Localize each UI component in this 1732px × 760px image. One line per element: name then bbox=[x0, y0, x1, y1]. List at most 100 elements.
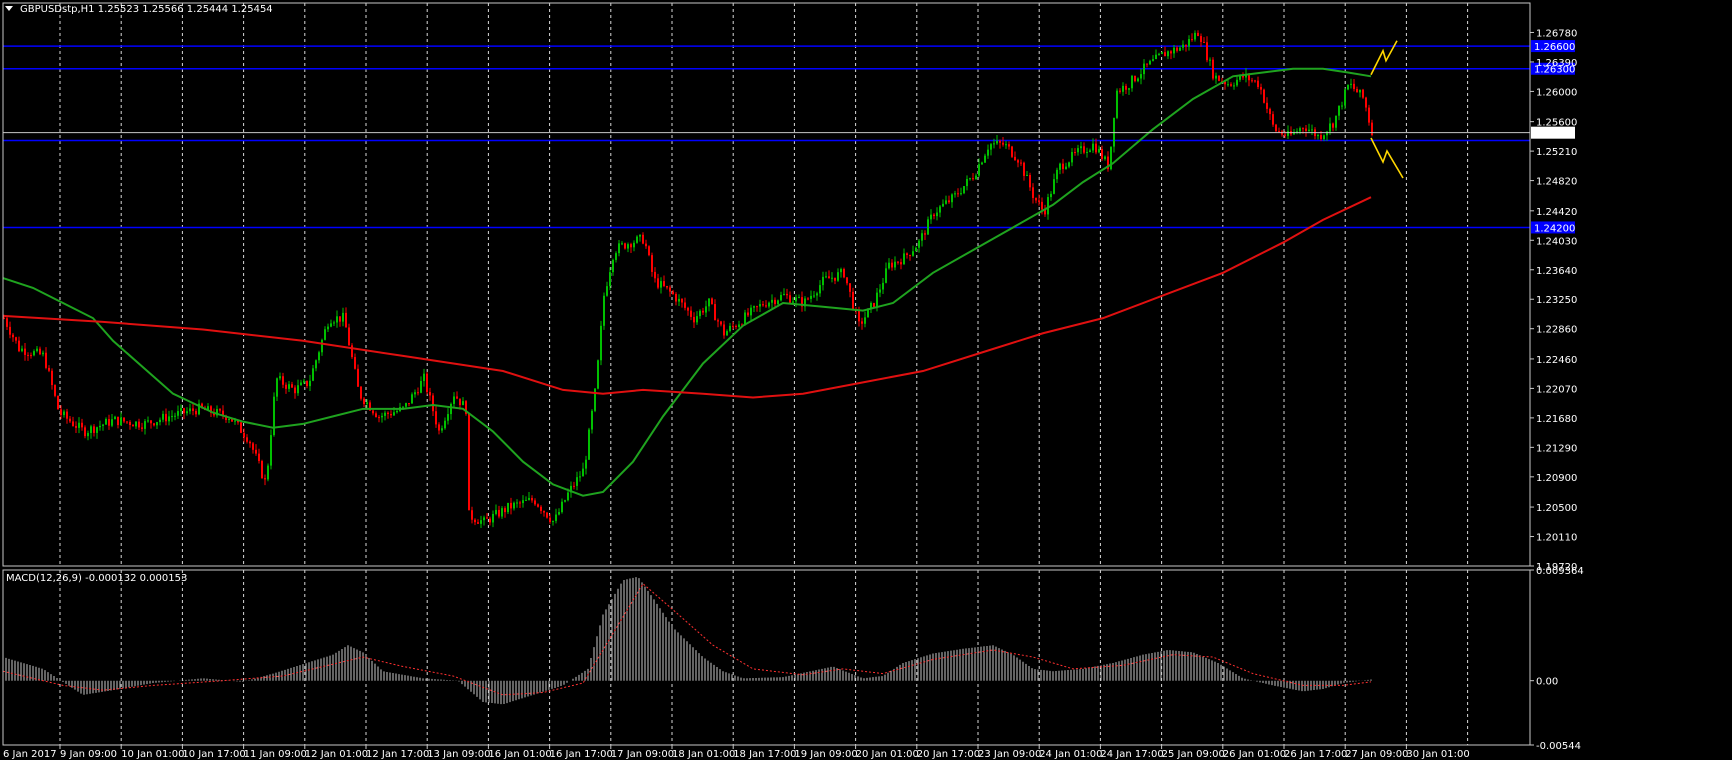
candle-body bbox=[1122, 85, 1124, 92]
candle-body bbox=[108, 418, 110, 426]
candle-body bbox=[498, 509, 500, 517]
candle-body bbox=[612, 259, 614, 273]
candle-body bbox=[1344, 89, 1346, 106]
candle-body bbox=[297, 385, 299, 394]
candle-body bbox=[927, 219, 929, 235]
candle-body bbox=[522, 500, 524, 504]
candle-body bbox=[363, 398, 365, 405]
candle-body bbox=[813, 295, 815, 297]
candle-body bbox=[360, 386, 362, 399]
candle-body bbox=[1362, 89, 1364, 98]
candle-body bbox=[1038, 200, 1040, 202]
macd-panel bbox=[2, 577, 1372, 705]
candle-body bbox=[810, 295, 812, 299]
candle-body bbox=[1329, 123, 1331, 132]
candle-body bbox=[651, 255, 653, 272]
candle-body bbox=[888, 262, 890, 269]
candle-body bbox=[252, 443, 254, 450]
candle-body bbox=[723, 324, 725, 336]
candle-body bbox=[588, 429, 590, 460]
candle-body bbox=[78, 422, 80, 428]
candle-body bbox=[870, 302, 872, 309]
candle-body bbox=[60, 409, 62, 416]
chart-frame bbox=[2, 2, 1531, 746]
candle-body bbox=[615, 253, 617, 260]
candle-body bbox=[708, 298, 710, 307]
candle-body bbox=[639, 234, 641, 237]
candle-body bbox=[453, 396, 455, 404]
candle-body bbox=[222, 410, 224, 416]
candle-body bbox=[480, 520, 482, 524]
candle-body bbox=[1095, 143, 1097, 153]
macd-axis: 0.009364 0.00 -0.00544 bbox=[1530, 566, 1584, 752]
dropdown-triangle-icon[interactable] bbox=[5, 6, 13, 11]
candle-body bbox=[585, 459, 587, 469]
candle-body bbox=[438, 424, 440, 431]
time-axis-label: 30 Jan 01:00 bbox=[1406, 749, 1469, 760]
candle-body bbox=[378, 417, 380, 419]
price-tick-label: 1.26000 bbox=[1536, 87, 1577, 98]
candle-body bbox=[504, 508, 506, 513]
candle-body bbox=[759, 304, 761, 307]
candle-body bbox=[582, 468, 584, 477]
candle-body bbox=[519, 502, 521, 504]
candle-body bbox=[402, 406, 404, 408]
macd-tick-label: -0.00544 bbox=[1536, 741, 1581, 752]
candle-body bbox=[12, 334, 14, 338]
candle-body bbox=[261, 460, 263, 479]
candle-body bbox=[1197, 32, 1199, 37]
candle-body bbox=[279, 376, 281, 379]
candle-body bbox=[1086, 151, 1088, 153]
candle-body bbox=[1101, 149, 1103, 159]
candle-body bbox=[1203, 41, 1205, 43]
candle-body bbox=[489, 518, 491, 523]
candle-body bbox=[138, 421, 140, 428]
candle-body bbox=[933, 214, 935, 217]
candle-body bbox=[1182, 44, 1184, 48]
candle-body bbox=[1284, 134, 1286, 136]
macd-signal-line bbox=[2, 582, 1372, 696]
candle-body bbox=[1209, 59, 1211, 61]
macd-info: MACD(12,26,9) -0.000132 0.000153 bbox=[6, 573, 187, 584]
candles bbox=[3, 30, 1373, 529]
candle-body bbox=[825, 276, 827, 278]
horizontal-lines[interactable]: 1.26600 1.26300 1.24200 bbox=[3, 40, 1575, 234]
candle-body bbox=[957, 193, 959, 195]
candle-body bbox=[1341, 105, 1343, 107]
candle-body bbox=[339, 316, 341, 322]
candle-body bbox=[234, 420, 236, 422]
candle-body bbox=[417, 392, 419, 394]
candle-body bbox=[369, 402, 371, 411]
candle-body bbox=[1335, 115, 1337, 128]
candle-body bbox=[762, 304, 764, 306]
candle-body bbox=[372, 410, 374, 414]
candle-body bbox=[1266, 102, 1268, 109]
candle-body bbox=[225, 415, 227, 421]
candle-body bbox=[9, 326, 11, 335]
candle-body bbox=[48, 367, 50, 371]
ma-slow-line bbox=[2, 196, 1372, 399]
candle-body bbox=[345, 312, 347, 328]
candle-body bbox=[309, 380, 311, 387]
candle-body bbox=[831, 277, 833, 279]
candle-body bbox=[1167, 51, 1169, 57]
price-tick-label: 1.25600 bbox=[1536, 118, 1577, 129]
candle-body bbox=[117, 416, 119, 426]
candle-body bbox=[777, 300, 779, 305]
candle-body bbox=[396, 410, 398, 413]
candle-body bbox=[1299, 128, 1301, 132]
candle-body bbox=[819, 285, 821, 294]
candle-body bbox=[255, 449, 257, 454]
candle-body bbox=[822, 276, 824, 286]
candle-body bbox=[447, 414, 449, 421]
projection-arrows[interactable] bbox=[1370, 40, 1404, 179]
candle-body bbox=[1323, 135, 1325, 140]
price-axis[interactable]: 1.26780 1.26390 1.26000 1.25600 1.25210 1.248… bbox=[1530, 28, 1577, 573]
candle-body bbox=[645, 243, 647, 247]
candle-body bbox=[414, 392, 416, 395]
candle-body bbox=[1131, 75, 1133, 89]
candle-body bbox=[960, 193, 962, 195]
candle-body bbox=[57, 395, 59, 410]
